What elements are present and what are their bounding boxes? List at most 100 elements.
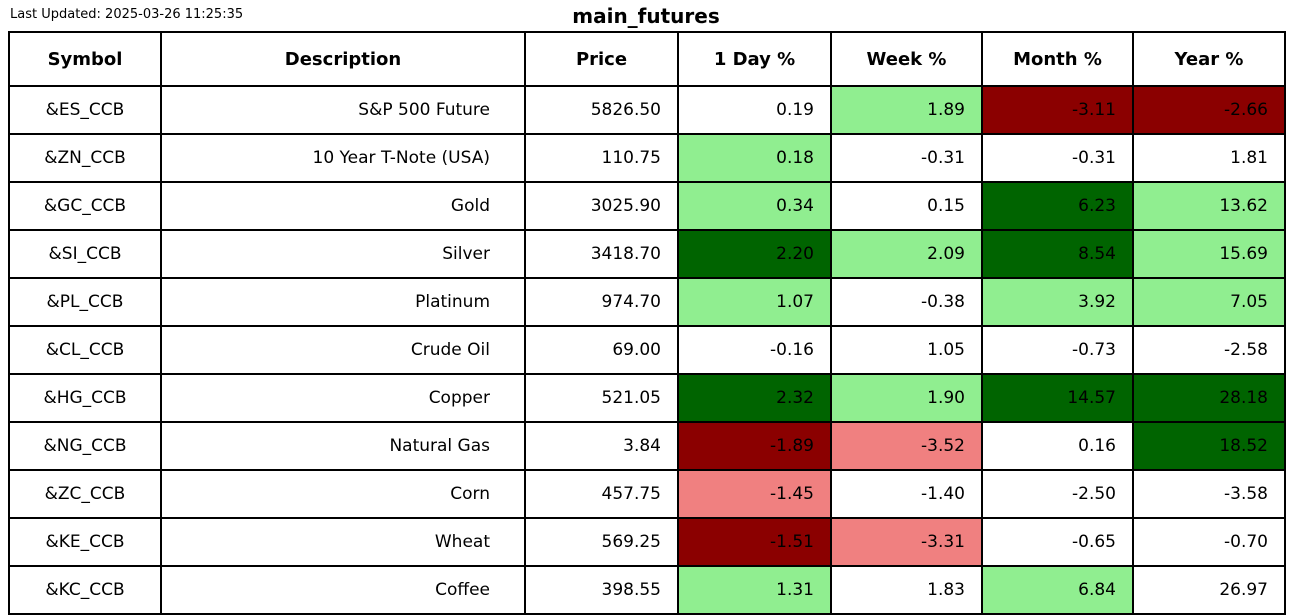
cell-symbol: &PL_CCB bbox=[8, 277, 162, 327]
cell-month-pct: 6.23 bbox=[981, 181, 1134, 231]
column-header-symbol: Symbol bbox=[8, 31, 162, 87]
cell-month-pct: -0.31 bbox=[981, 133, 1134, 183]
cell-symbol: &CL_CCB bbox=[8, 325, 162, 375]
table-row: &NG_CCB Natural Gas 3.84 -1.89 -3.52 0.16 18.5… bbox=[8, 421, 1286, 471]
cell-month-pct: 0.16 bbox=[981, 421, 1134, 471]
cell-week-pct: 2.09 bbox=[830, 229, 983, 279]
cell-symbol: &SI_CCB bbox=[8, 229, 162, 279]
column-header-1-day: 1 Day % bbox=[677, 31, 832, 87]
cell-1day-pct: 1.07 bbox=[677, 277, 832, 327]
cell-week-pct: 0.15 bbox=[830, 181, 983, 231]
column-header-month: Month % bbox=[981, 31, 1134, 87]
cell-month-pct: 6.84 bbox=[981, 565, 1134, 615]
cell-week-pct: -3.31 bbox=[830, 517, 983, 567]
cell-1day-pct: 1.31 bbox=[677, 565, 832, 615]
cell-price: 3.84 bbox=[524, 421, 679, 471]
cell-week-pct: -0.38 bbox=[830, 277, 983, 327]
cell-1day-pct: -1.51 bbox=[677, 517, 832, 567]
cell-1day-pct: 0.34 bbox=[677, 181, 832, 231]
cell-month-pct: -0.65 bbox=[981, 517, 1134, 567]
table-row: &ZN_CCB 10 Year T-Note (USA) 110.75 0.18 -0.… bbox=[8, 133, 1286, 183]
cell-description: Coffee bbox=[160, 565, 526, 615]
table-row: &KE_CCB Wheat 569.25 -1.51 -3.31 -0.65 -0.70 bbox=[8, 517, 1286, 567]
cell-symbol: &ZC_CCB bbox=[8, 469, 162, 519]
cell-symbol: &KE_CCB bbox=[8, 517, 162, 567]
cell-week-pct: 1.05 bbox=[830, 325, 983, 375]
column-header-price: Price bbox=[524, 31, 679, 87]
cell-description: Silver bbox=[160, 229, 526, 279]
cell-year-pct: 15.69 bbox=[1132, 229, 1286, 279]
cell-year-pct: 26.97 bbox=[1132, 565, 1286, 615]
cell-month-pct: 14.57 bbox=[981, 373, 1134, 423]
cell-description: Wheat bbox=[160, 517, 526, 567]
cell-price: 5826.50 bbox=[524, 85, 679, 135]
cell-year-pct: -0.70 bbox=[1132, 517, 1286, 567]
cell-description: Corn bbox=[160, 469, 526, 519]
table-row: &KC_CCB Coffee 398.55 1.31 1.83 6.84 26.97 bbox=[8, 565, 1286, 615]
cell-description: Natural Gas bbox=[160, 421, 526, 471]
table-row: &HG_CCB Copper 521.05 2.32 1.90 14.57 28.18 bbox=[8, 373, 1286, 423]
column-header-week: Week % bbox=[830, 31, 983, 87]
cell-price: 3025.90 bbox=[524, 181, 679, 231]
cell-1day-pct: 0.19 bbox=[677, 85, 832, 135]
cell-1day-pct: 0.18 bbox=[677, 133, 832, 183]
cell-symbol: &ES_CCB bbox=[8, 85, 162, 135]
futures-table: Symbol Description Price 1 Day % Week % Month… bbox=[8, 31, 1286, 615]
cell-week-pct: 1.83 bbox=[830, 565, 983, 615]
cell-week-pct: -0.31 bbox=[830, 133, 983, 183]
cell-year-pct: 28.18 bbox=[1132, 373, 1286, 423]
cell-year-pct: -3.58 bbox=[1132, 469, 1286, 519]
table-row: &ES_CCB S&P 500 Future 5826.50 0.19 1.89 -3.1… bbox=[8, 85, 1286, 135]
header-bar: Last Updated: 2025-03-26 11:25:35 main_f… bbox=[0, 0, 1292, 31]
cell-week-pct: -3.52 bbox=[830, 421, 983, 471]
cell-price: 569.25 bbox=[524, 517, 679, 567]
cell-symbol: &GC_CCB bbox=[8, 181, 162, 231]
cell-description: Gold bbox=[160, 181, 526, 231]
cell-price: 3418.70 bbox=[524, 229, 679, 279]
cell-price: 110.75 bbox=[524, 133, 679, 183]
cell-price: 398.55 bbox=[524, 565, 679, 615]
table-row: &ZC_CCB Corn 457.75 -1.45 -1.40 -2.50 -3.58 bbox=[8, 469, 1286, 519]
cell-month-pct: -0.73 bbox=[981, 325, 1134, 375]
table-row: &CL_CCB Crude Oil 69.00 -0.16 1.05 -0.73 -2.58 bbox=[8, 325, 1286, 375]
table-row: &SI_CCB Silver 3418.70 2.20 2.09 8.54 15.69 bbox=[8, 229, 1286, 279]
cell-price: 974.70 bbox=[524, 277, 679, 327]
cell-1day-pct: 2.32 bbox=[677, 373, 832, 423]
cell-price: 457.75 bbox=[524, 469, 679, 519]
last-updated-text: Last Updated: 2025-03-26 11:25:35 bbox=[10, 7, 244, 22]
cell-1day-pct: -0.16 bbox=[677, 325, 832, 375]
cell-description: Platinum bbox=[160, 277, 526, 327]
table-body: &ES_CCB S&P 500 Future 5826.50 0.19 1.89 -3.1… bbox=[8, 85, 1286, 615]
column-header-description: Description bbox=[160, 31, 526, 87]
cell-price: 69.00 bbox=[524, 325, 679, 375]
page-title: main_futures bbox=[572, 4, 720, 28]
cell-year-pct: 18.52 bbox=[1132, 421, 1286, 471]
table-row: &GC_CCB Gold 3025.90 0.34 0.15 6.23 13.62 bbox=[8, 181, 1286, 231]
cell-month-pct: 8.54 bbox=[981, 229, 1134, 279]
cell-1day-pct: -1.89 bbox=[677, 421, 832, 471]
cell-description: Copper bbox=[160, 373, 526, 423]
cell-1day-pct: 2.20 bbox=[677, 229, 832, 279]
table-header-row: Symbol Description Price 1 Day % Week % Month… bbox=[8, 31, 1286, 87]
cell-year-pct: 7.05 bbox=[1132, 277, 1286, 327]
column-header-year: Year % bbox=[1132, 31, 1286, 87]
cell-week-pct: 1.89 bbox=[830, 85, 983, 135]
cell-1day-pct: -1.45 bbox=[677, 469, 832, 519]
cell-month-pct: -2.50 bbox=[981, 469, 1134, 519]
cell-week-pct: 1.90 bbox=[830, 373, 983, 423]
cell-month-pct: -3.11 bbox=[981, 85, 1134, 135]
cell-symbol: &ZN_CCB bbox=[8, 133, 162, 183]
cell-month-pct: 3.92 bbox=[981, 277, 1134, 327]
cell-year-pct: -2.58 bbox=[1132, 325, 1286, 375]
cell-symbol: &NG_CCB bbox=[8, 421, 162, 471]
cell-description: 10 Year T-Note (USA) bbox=[160, 133, 526, 183]
cell-year-pct: -2.66 bbox=[1132, 85, 1286, 135]
cell-year-pct: 1.81 bbox=[1132, 133, 1286, 183]
cell-price: 521.05 bbox=[524, 373, 679, 423]
cell-symbol: &HG_CCB bbox=[8, 373, 162, 423]
cell-year-pct: 13.62 bbox=[1132, 181, 1286, 231]
cell-description: Crude Oil bbox=[160, 325, 526, 375]
cell-symbol: &KC_CCB bbox=[8, 565, 162, 615]
table-row: &PL_CCB Platinum 974.70 1.07 -0.38 3.92 7.05 bbox=[8, 277, 1286, 327]
